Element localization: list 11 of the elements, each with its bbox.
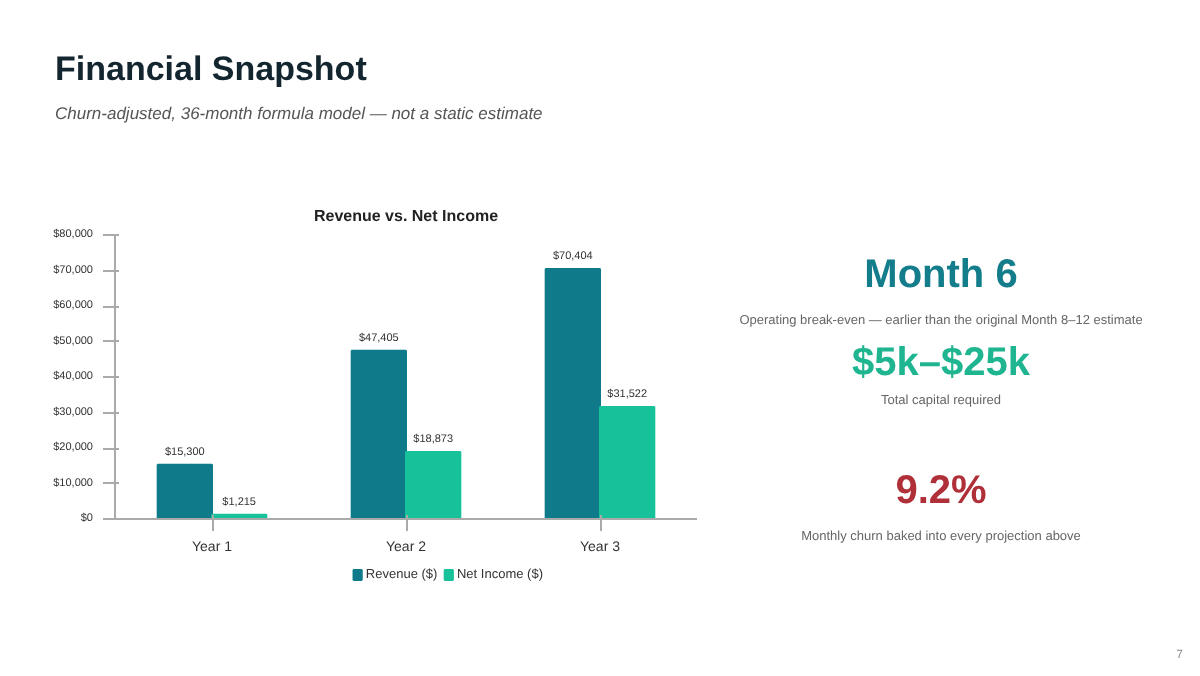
bar bbox=[156, 463, 213, 519]
bar bbox=[544, 268, 601, 519]
chart-title: Revenue vs. Net Income bbox=[313, 207, 500, 225]
text: 9.2% bbox=[895, 469, 988, 513]
text: $5k–$25k bbox=[852, 341, 1032, 385]
text: Financial Snapshot bbox=[55, 50, 368, 88]
bar bbox=[599, 406, 656, 519]
bar bbox=[405, 451, 462, 519]
text: Month 6 bbox=[864, 253, 1018, 297]
text: Churn-adjusted, 36-month formula model — not a static estimate bbox=[55, 103, 544, 123]
bar bbox=[350, 349, 407, 519]
